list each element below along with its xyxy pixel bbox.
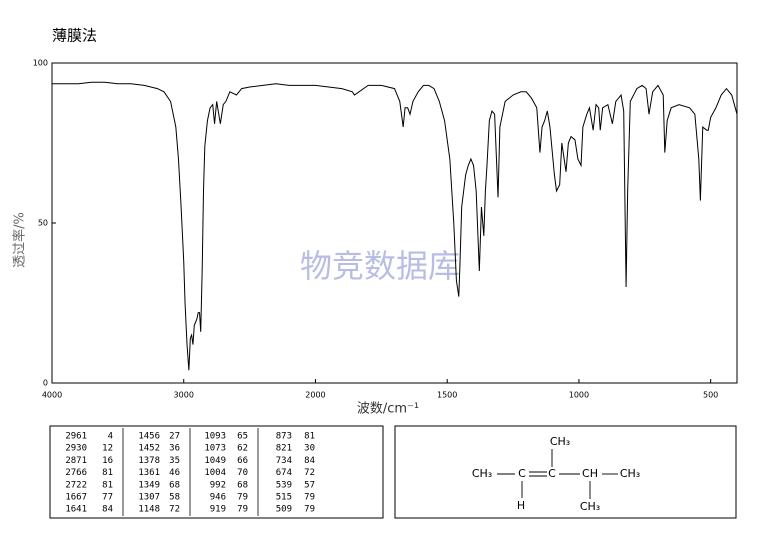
atom-label: H bbox=[517, 499, 525, 512]
peak-wavenumber: 1361 bbox=[138, 468, 160, 478]
y-tick-label: 50 bbox=[38, 219, 48, 228]
peak-transmittance: 12 bbox=[102, 444, 113, 454]
peak-transmittance: 68 bbox=[169, 480, 180, 490]
bonds bbox=[497, 449, 618, 499]
y-axis-label: 透过率/% bbox=[12, 212, 28, 268]
y-tick-label: 0 bbox=[43, 379, 48, 388]
peak-transmittance: 62 bbox=[237, 444, 248, 454]
peak-transmittance: 72 bbox=[169, 505, 180, 515]
peak-transmittance: 66 bbox=[237, 456, 248, 466]
peak-wavenumber: 1349 bbox=[138, 480, 160, 490]
peak-wavenumber: 946 bbox=[210, 493, 226, 503]
peak-wavenumber: 821 bbox=[276, 444, 292, 454]
peak-wavenumber: 1378 bbox=[138, 456, 160, 466]
peak-wavenumber: 1307 bbox=[138, 493, 160, 503]
peak-wavenumber: 1093 bbox=[204, 432, 226, 442]
peak-wavenumber: 919 bbox=[210, 505, 226, 515]
peak-transmittance: 70 bbox=[237, 468, 248, 478]
x-axis-label: 波数/cm⁻¹ bbox=[357, 402, 419, 417]
peak-transmittance: 79 bbox=[304, 505, 315, 515]
x-tick-label: 4000 bbox=[42, 391, 62, 400]
peak-wavenumber: 2722 bbox=[65, 480, 87, 490]
atom-label: C bbox=[518, 467, 526, 480]
peak-transmittance: 35 bbox=[169, 456, 180, 466]
atom-label: CH₃ bbox=[472, 467, 492, 480]
peak-wavenumber: 1004 bbox=[204, 468, 226, 478]
peak-transmittance: 27 bbox=[169, 432, 180, 442]
peak-transmittance: 84 bbox=[102, 505, 113, 515]
structure-frame bbox=[394, 425, 737, 519]
peak-wavenumber: 2930 bbox=[65, 444, 87, 454]
watermark: 物竞数据库 bbox=[300, 247, 460, 285]
column-dividers bbox=[122, 428, 259, 516]
peak-wavenumber: 1667 bbox=[65, 493, 87, 503]
peak-wavenumber: 2766 bbox=[65, 468, 87, 478]
peak-transmittance: 72 bbox=[304, 468, 315, 478]
peak-wavenumber: 734 bbox=[276, 456, 292, 466]
peak-wavenumber: 515 bbox=[276, 493, 292, 503]
peak-wavenumber: 873 bbox=[276, 432, 292, 442]
peak-transmittance: 79 bbox=[237, 505, 248, 515]
spectrum-line bbox=[52, 81, 738, 371]
atom-label: CH bbox=[582, 467, 598, 480]
peak-transmittance: 81 bbox=[102, 468, 113, 478]
peak-transmittance: 36 bbox=[169, 444, 180, 454]
chart-title: 薄膜法 bbox=[52, 27, 97, 45]
y-tick-label: 100 bbox=[33, 59, 48, 68]
x-tick-label: 500 bbox=[703, 391, 718, 400]
peak-transmittance: 65 bbox=[237, 432, 248, 442]
peak-transmittance: 84 bbox=[304, 456, 315, 466]
atom-label: CH₃ bbox=[550, 435, 570, 448]
x-tick-label: 1500 bbox=[437, 391, 457, 400]
atom-label: CH₃ bbox=[580, 500, 600, 513]
peak-wavenumber: 1456 bbox=[138, 432, 160, 442]
peak-wavenumber: 1148 bbox=[138, 505, 160, 515]
x-tick-label: 2000 bbox=[305, 391, 325, 400]
atom-label: CH₃ bbox=[620, 467, 640, 480]
peak-wavenumber: 509 bbox=[276, 505, 292, 515]
peak-transmittance: 46 bbox=[169, 468, 180, 478]
peak-wavenumber: 992 bbox=[210, 480, 226, 490]
peak-wavenumber: 1641 bbox=[65, 505, 87, 515]
peak-transmittance: 79 bbox=[304, 493, 315, 503]
peak-transmittance: 81 bbox=[102, 480, 113, 490]
peak-transmittance: 77 bbox=[102, 493, 113, 503]
peak-transmittance: 58 bbox=[169, 493, 180, 503]
peak-transmittance: 57 bbox=[304, 480, 315, 490]
peak-transmittance: 79 bbox=[237, 493, 248, 503]
peak-wavenumber: 1452 bbox=[138, 444, 160, 454]
peak-table-frame bbox=[49, 425, 384, 519]
peak-wavenumber: 1049 bbox=[204, 456, 226, 466]
peak-transmittance: 30 bbox=[304, 444, 315, 454]
plot-frame bbox=[51, 62, 738, 384]
x-tick-label: 3000 bbox=[174, 391, 194, 400]
peak-transmittance: 81 bbox=[304, 432, 315, 442]
peak-transmittance: 4 bbox=[108, 432, 113, 442]
peak-wavenumber: 2871 bbox=[65, 456, 87, 466]
atom-label: C bbox=[548, 467, 556, 480]
peak-transmittance: 68 bbox=[237, 480, 248, 490]
peak-wavenumber: 539 bbox=[276, 480, 292, 490]
peak-wavenumber: 2961 bbox=[65, 432, 87, 442]
peak-transmittance: 16 bbox=[102, 456, 113, 466]
peak-wavenumber: 1073 bbox=[204, 444, 226, 454]
x-tick-label: 1000 bbox=[569, 391, 589, 400]
peak-wavenumber: 674 bbox=[276, 468, 292, 478]
